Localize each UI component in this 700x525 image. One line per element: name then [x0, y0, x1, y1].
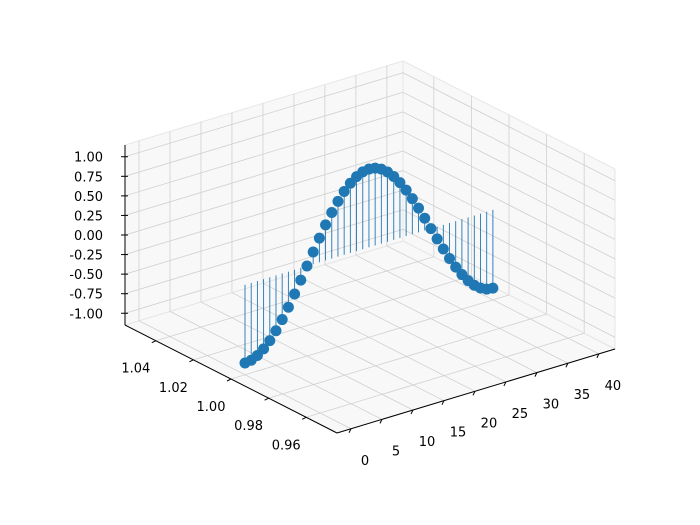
x-tick-label: 10: [419, 435, 436, 450]
z-tick-label: -1.00: [69, 307, 103, 322]
y-tick-mark: [226, 378, 232, 382]
stem-marker: [425, 223, 437, 235]
z-gridline: [124, 72, 404, 158]
stem-marker: [400, 184, 412, 196]
x-tick-mark: [379, 419, 383, 424]
x-tick-mark: [596, 353, 600, 359]
y-tick-label: 1.02: [159, 381, 188, 396]
y-gridline: [306, 332, 585, 418]
x-tick-mark: [565, 363, 569, 368]
z-tick-label: 0.00: [74, 229, 103, 244]
x-tick-mark: [534, 372, 538, 377]
stem-marker: [307, 246, 319, 258]
stem-marker: [413, 202, 425, 214]
z-tick-label: 1.00: [74, 151, 103, 166]
stem-marker: [450, 261, 462, 273]
stem-marker: [326, 207, 338, 219]
x-tick-label: 30: [543, 398, 560, 413]
z-gridline: [402, 170, 616, 279]
y-tick-label: 0.96: [272, 438, 301, 453]
stem-marker: [295, 274, 307, 286]
x-tick-label: 40: [605, 379, 622, 394]
y-gridline: [268, 313, 547, 399]
z-gridline: [124, 91, 404, 177]
stem-marker: [419, 212, 431, 224]
z-gridline: [402, 72, 616, 182]
z-gridline: [124, 111, 404, 197]
z-tick-label: 0.75: [74, 170, 103, 185]
x-tick-label: 5: [392, 444, 400, 459]
y-tick-mark: [264, 397, 269, 401]
z-gridline: [402, 131, 616, 240]
y-tick-label: 1.00: [197, 400, 226, 415]
stem-marker: [332, 195, 344, 207]
z-tick-label: -0.75: [69, 288, 103, 303]
x-tick-mark: [348, 428, 352, 433]
stem-marker: [437, 243, 449, 255]
z-gridline: [124, 131, 404, 216]
z-gridline: [402, 91, 616, 201]
stem-marker: [258, 343, 270, 355]
z-tick-label: 0.25: [74, 209, 103, 224]
y-tick-mark: [301, 416, 307, 420]
x-tick-mark: [410, 409, 414, 415]
z-gridline: [124, 150, 404, 236]
stem-marker: [276, 314, 288, 326]
x-axis-line: [336, 348, 616, 434]
x-tick-label: 25: [512, 407, 529, 422]
stem-marker: [270, 325, 282, 337]
y-tick-label: 0.98: [234, 419, 263, 434]
z-gridline: [402, 150, 616, 260]
z-gridline: [402, 111, 616, 221]
x-tick-label: 0: [361, 454, 369, 469]
y-tick-mark: [151, 340, 157, 344]
z-gridline: [402, 209, 616, 319]
x-tick-mark: [441, 400, 445, 405]
x-tick-mark: [503, 381, 507, 387]
x-tick-label: 15: [450, 426, 467, 441]
stem-marker: [487, 282, 499, 294]
z-tick-label: -0.50: [69, 268, 103, 283]
stem-marker: [264, 335, 276, 347]
z-tick-label: -0.25: [69, 249, 103, 264]
z-tick-label: 0.50: [74, 190, 103, 205]
stem-marker: [282, 301, 294, 313]
stem-marker: [301, 260, 313, 272]
stem-marker: [431, 233, 443, 245]
stem-marker: [444, 253, 456, 265]
x-tick-mark: [472, 391, 476, 396]
stem-marker: [406, 193, 418, 205]
stem-marker: [313, 232, 325, 244]
stem-marker: [394, 177, 406, 189]
y-gridline: [193, 275, 472, 361]
y-tick-label: 1.04: [121, 362, 150, 377]
stem-marker: [338, 185, 350, 197]
x-tick-label: 35: [574, 388, 591, 403]
y-gridline: [230, 294, 510, 380]
stem-marker: [320, 219, 332, 231]
z-gridline: [402, 189, 616, 299]
y-tick-mark: [189, 359, 194, 363]
stem-marker: [289, 288, 301, 300]
x-tick-label: 20: [481, 416, 498, 431]
